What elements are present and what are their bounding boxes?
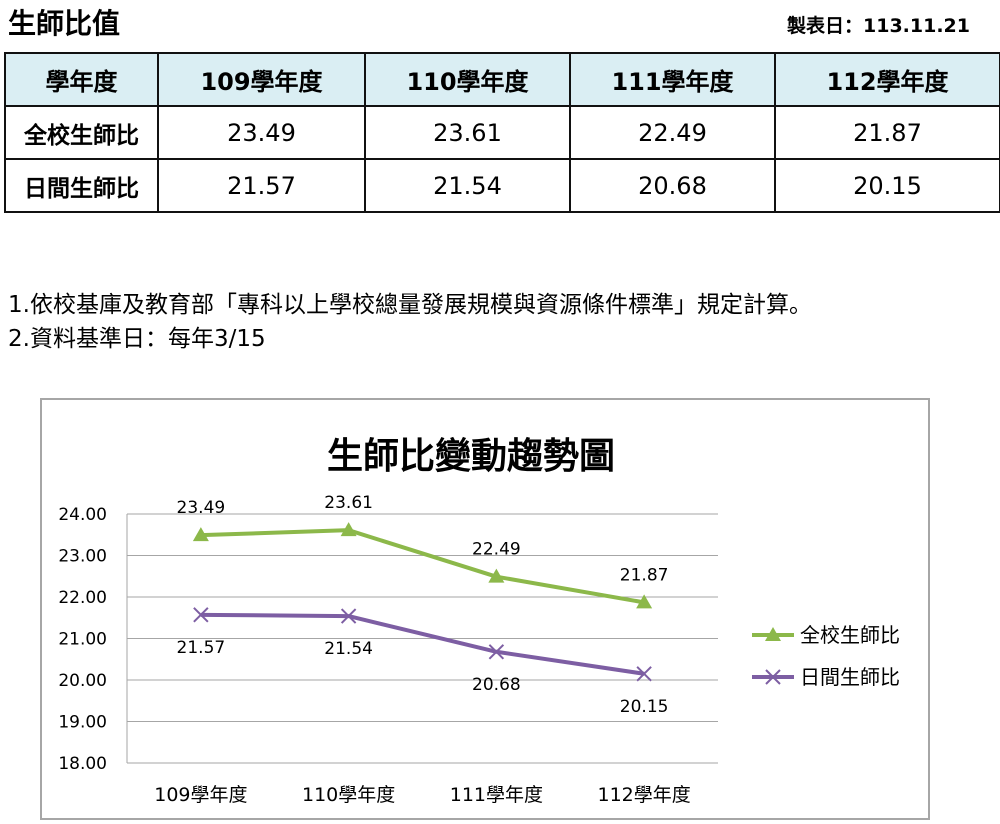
x-tick-label: 110學年度 (302, 784, 395, 806)
ratio-table: 學年度 109學年度 110學年度 111學年度 112學年度 全校生師比 23… (4, 52, 1000, 213)
trend-chart: 生師比變動趨勢圖 24.00 23.00 22.00 21.00 20.00 19.00 18… (58, 436, 900, 806)
table-cell: 22.49 (569, 105, 776, 160)
x-tick-label: 111學年度 (450, 784, 543, 806)
y-tick-label: 19.00 (58, 713, 107, 733)
row-label: 全校生師比 (4, 105, 159, 160)
marker-triangle (488, 568, 505, 583)
note-line: 2.資料基準日：每年3/15 (8, 326, 266, 352)
data-label: 23.49 (177, 498, 226, 518)
series-line (200, 612, 645, 676)
make-date: 製表日：113.11.21 (787, 15, 970, 37)
marker-triangle (636, 594, 653, 609)
notes: 1.依校基庫及教育部「專科以上學校總量發展規模與資源條件標準」規定計算。 2.資… (8, 288, 812, 356)
table-cell: 21.87 (774, 105, 1000, 160)
note-line: 1.依校基庫及教育部「專科以上學校總量發展規模與資源條件標準」規定計算。 (8, 292, 812, 318)
row-label: 日間生師比 (4, 158, 159, 213)
data-label: 21.87 (620, 565, 669, 585)
marker-x (340, 608, 357, 624)
table-row: 日間生師比 21.57 21.54 20.68 20.15 (4, 158, 1000, 213)
table-cell: 20.68 (569, 158, 776, 213)
y-tick-label: 21.00 (58, 630, 107, 650)
marker-triangle (340, 522, 357, 537)
header-cell: 112學年度 (774, 52, 1000, 107)
y-tick-label: 23.00 (58, 547, 107, 567)
x-tick-label: 109學年度 (154, 784, 247, 806)
table-header-row: 學年度 109學年度 110學年度 111學年度 112學年度 (4, 52, 1000, 107)
header-cell: 111學年度 (569, 52, 776, 107)
table-cell: 21.57 (157, 158, 366, 213)
y-tick-label: 20.00 (58, 671, 107, 691)
table-cell: 20.15 (774, 158, 1000, 213)
legend-label: 全校生師比 (800, 623, 900, 647)
marker-x (636, 666, 652, 682)
header-cell: 109學年度 (157, 52, 366, 107)
marker-x (193, 607, 209, 623)
marker-triangle (192, 527, 209, 542)
table-cell: 21.54 (364, 158, 571, 213)
data-label: 22.49 (472, 540, 521, 560)
chart-frame: 生師比變動趨勢圖 24.00 23.00 22.00 21.00 20.00 19.00 18… (40, 398, 930, 820)
marker-x (488, 644, 505, 660)
page-title: 生師比值 (8, 7, 121, 40)
table-cell: 23.61 (364, 105, 571, 160)
data-label: 21.57 (177, 638, 226, 658)
x-tick-label: 112學年度 (597, 784, 690, 806)
marker-x (765, 669, 781, 685)
header-cell: 110學年度 (364, 52, 571, 107)
data-label: 21.54 (324, 639, 373, 659)
data-label: 23.61 (324, 493, 373, 513)
marker-triangle (765, 627, 781, 641)
chart-title: 生師比變動趨勢圖 (327, 436, 615, 477)
y-tick-label: 18.00 (58, 754, 107, 774)
data-label: 20.15 (620, 697, 669, 717)
series-line (200, 528, 645, 605)
y-tick-label: 22.00 (58, 588, 107, 608)
table-cell: 23.49 (157, 105, 366, 160)
header-cell: 學年度 (4, 52, 159, 107)
y-tick-label: 24.00 (58, 505, 107, 525)
legend-label: 日間生師比 (800, 665, 900, 689)
data-label: 20.68 (472, 675, 521, 695)
table-row: 全校生師比 23.49 23.61 22.49 21.87 (4, 105, 1000, 160)
